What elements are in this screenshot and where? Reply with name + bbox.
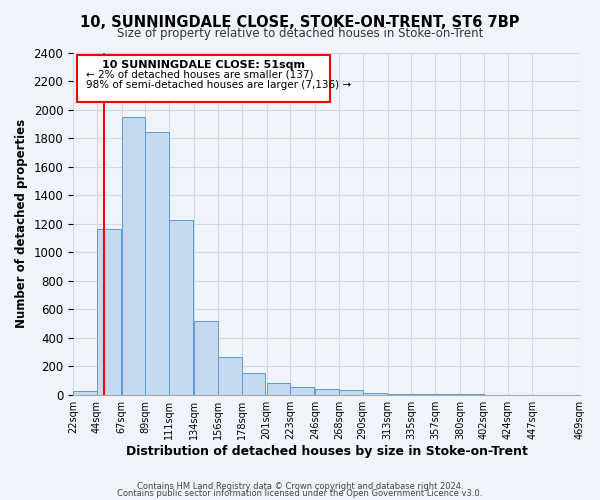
FancyBboxPatch shape xyxy=(77,56,330,102)
Bar xyxy=(339,390,363,394)
Text: 98% of semi-detached houses are larger (7,136) →: 98% of semi-detached houses are larger (… xyxy=(86,80,351,90)
Text: Contains public sector information licensed under the Open Government Licence v3: Contains public sector information licen… xyxy=(118,489,482,498)
Y-axis label: Number of detached properties: Number of detached properties xyxy=(15,119,28,328)
Text: 10 SUNNINGDALE CLOSE: 51sqm: 10 SUNNINGDALE CLOSE: 51sqm xyxy=(103,60,305,70)
Bar xyxy=(145,132,169,394)
Bar xyxy=(122,116,145,394)
Bar xyxy=(266,384,290,394)
Bar xyxy=(73,391,97,394)
Bar xyxy=(363,392,386,394)
Bar xyxy=(290,387,314,394)
Text: 10, SUNNINGDALE CLOSE, STOKE-ON-TRENT, ST6 7BP: 10, SUNNINGDALE CLOSE, STOKE-ON-TRENT, S… xyxy=(80,15,520,30)
Bar xyxy=(169,220,193,394)
Bar xyxy=(97,230,121,394)
Text: ← 2% of detached houses are smaller (137): ← 2% of detached houses are smaller (137… xyxy=(86,70,313,80)
Text: Size of property relative to detached houses in Stoke-on-Trent: Size of property relative to detached ho… xyxy=(117,28,483,40)
Text: Contains HM Land Registry data © Crown copyright and database right 2024.: Contains HM Land Registry data © Crown c… xyxy=(137,482,463,491)
Bar xyxy=(242,374,265,394)
X-axis label: Distribution of detached houses by size in Stoke-on-Trent: Distribution of detached houses by size … xyxy=(125,444,527,458)
Bar xyxy=(218,357,242,395)
Bar xyxy=(194,320,218,394)
Bar xyxy=(315,389,339,394)
